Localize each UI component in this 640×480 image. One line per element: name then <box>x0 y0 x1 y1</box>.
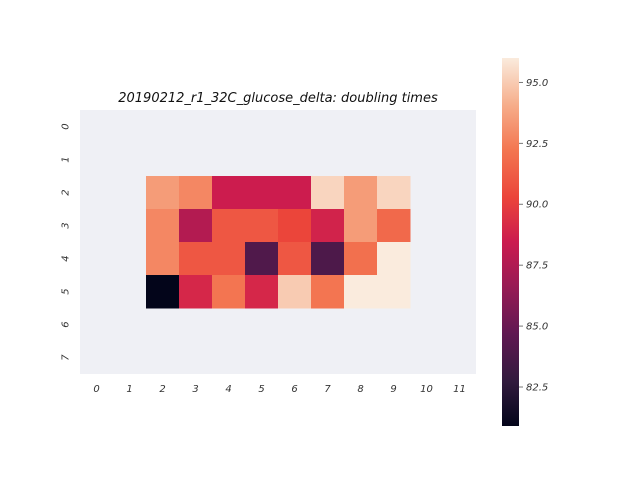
heatmap-cell-r3-c2 <box>146 209 180 243</box>
x-tick-label: 11 <box>453 384 466 395</box>
heatmap-cell-r4-c4 <box>212 242 246 276</box>
heatmap-cell-r2-c8 <box>344 176 378 210</box>
x-tick-label: 7 <box>324 384 331 395</box>
heatmap-cell-r2-c7 <box>311 176 345 210</box>
heatmap-cell-r5-c9 <box>377 275 411 309</box>
x-tick-label: 6 <box>291 384 297 395</box>
x-axis: 0 1 2 3 4 5 6 7 8 9 10 11 <box>93 384 466 395</box>
heatmap-cell-r5-c3 <box>179 275 213 309</box>
plot-area <box>80 110 476 374</box>
y-tick-label: 1 <box>61 156 72 162</box>
heatmap-cell-r4-c3 <box>179 242 213 276</box>
x-tick-label: 9 <box>390 384 396 395</box>
y-tick-label: 3 <box>61 222 72 228</box>
heatmap-cell-r4-c8 <box>344 242 378 276</box>
chart-title: 20190212_r1_32C_glucose_delta: doubling … <box>118 91 438 106</box>
heatmap-cell-r5-c4 <box>212 275 246 309</box>
heatmap-cell-r4-c9 <box>377 242 411 276</box>
y-tick-label: 0 <box>61 123 72 129</box>
heatmap-cell-r4-c6 <box>278 242 312 276</box>
x-tick-label: 2 <box>159 384 165 395</box>
heatmap-cell-r4-c2 <box>146 242 180 276</box>
heatmap-cell-r3-c3 <box>179 209 213 243</box>
heatmap-cell-r5-c2 <box>146 275 180 309</box>
heatmap-cell-r3-c5 <box>245 209 279 243</box>
x-tick-label: 0 <box>93 384 99 395</box>
heatmap-cell-r5-c7 <box>311 275 345 309</box>
x-tick-label: 4 <box>225 384 231 395</box>
y-axis: 0 1 2 3 4 5 6 7 <box>61 123 72 360</box>
x-tick-label: 8 <box>357 384 363 395</box>
heatmap-cell-r5-c5 <box>245 275 279 309</box>
heatmap-cell-r2-c2 <box>146 176 180 210</box>
heatmap-cell-r5-c6 <box>278 275 312 309</box>
colorbar-tick-label: 92.5 <box>526 139 548 150</box>
heatmap-cell-r4-c5 <box>245 242 279 276</box>
colorbar-tick-label: 90.0 <box>526 200 548 211</box>
heatmap-cell-r3-c7 <box>311 209 345 243</box>
heatmap-cell-r3-c9 <box>377 209 411 243</box>
y-tick-label: 7 <box>61 354 72 361</box>
x-tick-label: 5 <box>258 384 264 395</box>
heatmap-cell-r2-c4 <box>212 176 246 210</box>
x-tick-label: 1 <box>126 384 132 395</box>
colorbar-tick-label: 85.0 <box>526 322 548 333</box>
y-tick-label: 4 <box>61 255 72 261</box>
heatmap-cell-r2-c5 <box>245 176 279 210</box>
y-tick-label: 6 <box>61 321 72 327</box>
heatmap-cell-r3-c6 <box>278 209 312 243</box>
heatmap-cell-r5-c8 <box>344 275 378 309</box>
colorbar-tick-label: 87.5 <box>526 261 548 272</box>
colorbar: 82.5 85.0 87.5 90.0 92.5 95.0 <box>502 58 548 426</box>
y-tick-label: 2 <box>61 189 72 195</box>
x-tick-label: 10 <box>420 384 433 395</box>
heatmap-cell-r3-c8 <box>344 209 378 243</box>
heatmap-cell-r4-c7 <box>311 242 345 276</box>
heatmap-cell-r3-c4 <box>212 209 246 243</box>
x-tick-label: 3 <box>192 384 198 395</box>
colorbar-tick-label: 82.5 <box>526 383 548 394</box>
heatmap-cell-r2-c9 <box>377 176 411 210</box>
heatmap-cell-r2-c6 <box>278 176 312 210</box>
colorbar-gradient <box>502 58 519 426</box>
heatmap-cell-r2-c3 <box>179 176 213 210</box>
y-tick-label: 5 <box>61 288 72 294</box>
colorbar-tick-label: 95.0 <box>526 78 548 89</box>
